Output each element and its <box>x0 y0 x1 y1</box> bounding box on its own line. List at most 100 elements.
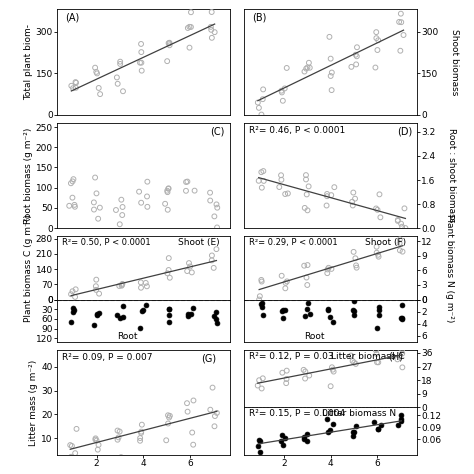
Point <box>352 262 360 269</box>
Point <box>281 85 289 92</box>
Y-axis label: Total plant biom-: Total plant biom- <box>24 24 33 100</box>
Point <box>255 442 262 450</box>
Point <box>93 312 100 319</box>
Point <box>186 23 193 31</box>
Point <box>90 199 98 206</box>
Point <box>303 191 310 198</box>
Point <box>210 213 218 220</box>
Point <box>137 324 144 332</box>
Point <box>116 220 124 228</box>
Point <box>137 199 145 207</box>
Point <box>258 184 265 191</box>
Point <box>138 67 146 74</box>
Point <box>211 412 219 420</box>
Point <box>116 282 123 290</box>
Point <box>301 204 309 212</box>
Point <box>328 86 336 94</box>
Point <box>186 44 193 51</box>
Point <box>376 191 383 198</box>
Point <box>329 366 337 374</box>
Point <box>327 383 335 390</box>
Point <box>184 408 191 415</box>
Point <box>91 64 99 72</box>
Point <box>374 46 381 54</box>
Point <box>91 436 99 443</box>
Point <box>323 202 330 210</box>
Point <box>278 272 285 280</box>
Point <box>117 453 125 461</box>
Point <box>67 180 75 187</box>
Point <box>374 36 382 44</box>
Point <box>352 51 359 58</box>
Point <box>396 246 404 254</box>
Point <box>256 448 264 456</box>
Point <box>118 280 126 288</box>
Point <box>119 203 127 211</box>
Point <box>258 385 265 392</box>
Point <box>207 406 214 413</box>
Point <box>70 175 77 183</box>
Point <box>374 251 382 259</box>
Point <box>304 261 311 269</box>
Point <box>65 202 73 210</box>
Point <box>279 97 287 105</box>
Point <box>399 364 406 371</box>
Point <box>94 215 102 222</box>
Y-axis label: Plant biomass N (g m⁻²): Plant biomass N (g m⁻²) <box>445 214 454 322</box>
Point <box>255 437 263 444</box>
Point <box>323 269 331 277</box>
Point <box>258 278 265 285</box>
Point <box>117 60 124 68</box>
Point <box>92 435 100 442</box>
Point <box>119 302 127 310</box>
Point <box>165 39 173 47</box>
Point <box>165 305 173 313</box>
Point <box>115 434 122 441</box>
Point <box>137 437 144 445</box>
Point <box>210 422 218 430</box>
Point <box>165 318 173 326</box>
Point <box>255 177 263 184</box>
Point <box>259 374 266 382</box>
Point <box>165 305 173 313</box>
Point <box>278 87 285 94</box>
Point <box>375 253 383 261</box>
Point <box>350 298 358 305</box>
Point <box>350 428 357 436</box>
Point <box>323 192 331 200</box>
Point <box>301 312 309 320</box>
Text: R²= 0.29, P < 0.0001: R²= 0.29, P < 0.0001 <box>249 238 338 247</box>
Point <box>255 376 263 384</box>
Point <box>71 293 79 301</box>
Point <box>394 217 401 225</box>
Point <box>323 415 331 423</box>
Point <box>349 202 356 210</box>
Point <box>116 315 124 322</box>
Point <box>73 425 80 433</box>
Point <box>182 178 190 186</box>
Point <box>190 304 197 312</box>
Point <box>328 191 335 199</box>
Point <box>137 48 145 56</box>
Point <box>137 429 145 437</box>
Point <box>164 206 172 214</box>
Point <box>371 418 378 426</box>
Point <box>350 311 357 319</box>
Point <box>257 276 265 284</box>
Point <box>394 216 401 224</box>
Point <box>166 39 173 46</box>
Point <box>352 423 360 430</box>
Point <box>398 301 406 309</box>
Point <box>208 252 216 259</box>
Point <box>187 9 195 16</box>
Text: Shoot (F): Shoot (F) <box>365 238 406 247</box>
Point <box>393 356 401 363</box>
Point <box>72 285 80 293</box>
Point <box>165 266 173 274</box>
Point <box>183 400 191 407</box>
Point <box>143 283 151 290</box>
Point <box>398 314 405 322</box>
Point <box>163 437 170 444</box>
Point <box>69 194 76 201</box>
Text: (C): (C) <box>210 126 225 136</box>
